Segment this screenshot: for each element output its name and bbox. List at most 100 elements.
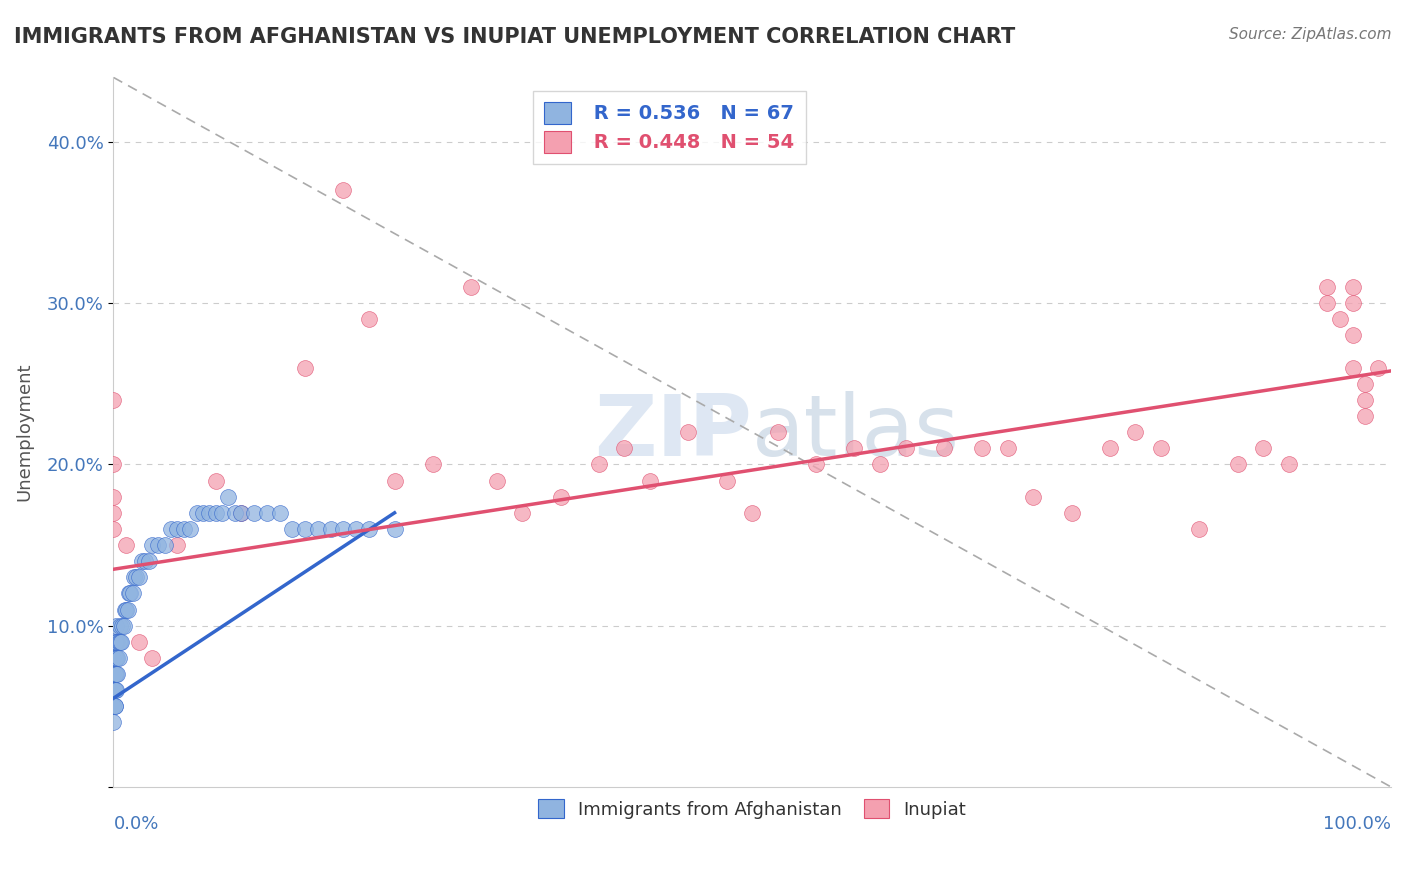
Point [1341, 360, 1364, 375]
Point [1060, 506, 1083, 520]
Point [198, 506, 221, 520]
Point [894, 442, 917, 456]
Point [105, 618, 128, 632]
Point [104, 667, 127, 681]
Point [1329, 312, 1351, 326]
Point [107, 651, 129, 665]
Point [1125, 425, 1147, 440]
Point [1341, 296, 1364, 310]
Point [1354, 376, 1376, 391]
Point [103, 683, 125, 698]
Point [191, 506, 214, 520]
Point [104, 683, 127, 698]
Point [103, 506, 125, 520]
Point [741, 506, 763, 520]
Point [105, 651, 128, 665]
Point [869, 458, 891, 472]
Point [110, 635, 132, 649]
Point [111, 618, 134, 632]
Point [125, 570, 148, 584]
Point [460, 280, 482, 294]
Text: atlas: atlas [752, 391, 960, 474]
Point [231, 506, 253, 520]
Point [384, 522, 406, 536]
Point [103, 392, 125, 407]
Point [105, 683, 128, 698]
Point [638, 474, 661, 488]
Point [107, 635, 129, 649]
Legend: Immigrants from Afghanistan, Inupiat: Immigrants from Afghanistan, Inupiat [530, 789, 976, 828]
Point [678, 425, 700, 440]
Point [1022, 490, 1045, 504]
Point [115, 602, 138, 616]
Point [1278, 458, 1301, 472]
Point [179, 522, 201, 536]
Point [804, 458, 827, 472]
Point [134, 554, 156, 568]
Text: IMMIGRANTS FROM AFGHANISTAN VS INUPIAT UNEMPLOYMENT CORRELATION CHART: IMMIGRANTS FROM AFGHANISTAN VS INUPIAT U… [14, 27, 1015, 46]
Point [166, 538, 188, 552]
Point [1150, 442, 1173, 456]
Point [1316, 296, 1339, 310]
Point [103, 699, 125, 714]
Point [224, 506, 246, 520]
Point [121, 586, 143, 600]
Point [141, 651, 163, 665]
Point [104, 635, 127, 649]
Point [108, 618, 131, 632]
Point [1367, 360, 1389, 375]
Point [114, 602, 136, 616]
Point [716, 474, 738, 488]
Point [294, 522, 316, 536]
Point [384, 474, 406, 488]
Point [217, 490, 239, 504]
Text: Source: ZipAtlas.com: Source: ZipAtlas.com [1229, 27, 1392, 42]
Point [256, 506, 278, 520]
Point [103, 667, 125, 681]
Point [108, 635, 131, 649]
Point [104, 683, 127, 698]
Point [204, 474, 226, 488]
Point [153, 538, 176, 552]
Point [243, 506, 266, 520]
Point [104, 667, 127, 681]
Point [588, 458, 610, 472]
Point [128, 635, 150, 649]
Point [1188, 522, 1211, 536]
Point [166, 522, 188, 536]
Point [1341, 328, 1364, 343]
Point [550, 490, 572, 504]
Point [613, 442, 636, 456]
Point [269, 506, 291, 520]
Point [103, 458, 125, 472]
Point [972, 442, 994, 456]
Point [117, 602, 139, 616]
Text: 100.0%: 100.0% [1323, 815, 1391, 833]
Point [128, 570, 150, 584]
Point [186, 506, 208, 520]
Point [173, 522, 195, 536]
Point [122, 570, 145, 584]
Point [1226, 458, 1249, 472]
Point [319, 522, 342, 536]
Point [120, 586, 142, 600]
Point [1251, 442, 1274, 456]
Point [105, 651, 128, 665]
Point [141, 538, 163, 552]
Point [307, 522, 329, 536]
Point [103, 699, 125, 714]
Point [103, 490, 125, 504]
Point [294, 360, 316, 375]
Point [211, 506, 233, 520]
Point [105, 635, 128, 649]
Point [357, 522, 380, 536]
Text: ZIP: ZIP [595, 391, 752, 474]
Text: 0.0%: 0.0% [114, 815, 159, 833]
Point [332, 183, 354, 197]
Point [231, 506, 253, 520]
Point [281, 522, 304, 536]
Point [112, 618, 135, 632]
Point [103, 522, 125, 536]
Point [1316, 280, 1339, 294]
Point [1354, 409, 1376, 423]
